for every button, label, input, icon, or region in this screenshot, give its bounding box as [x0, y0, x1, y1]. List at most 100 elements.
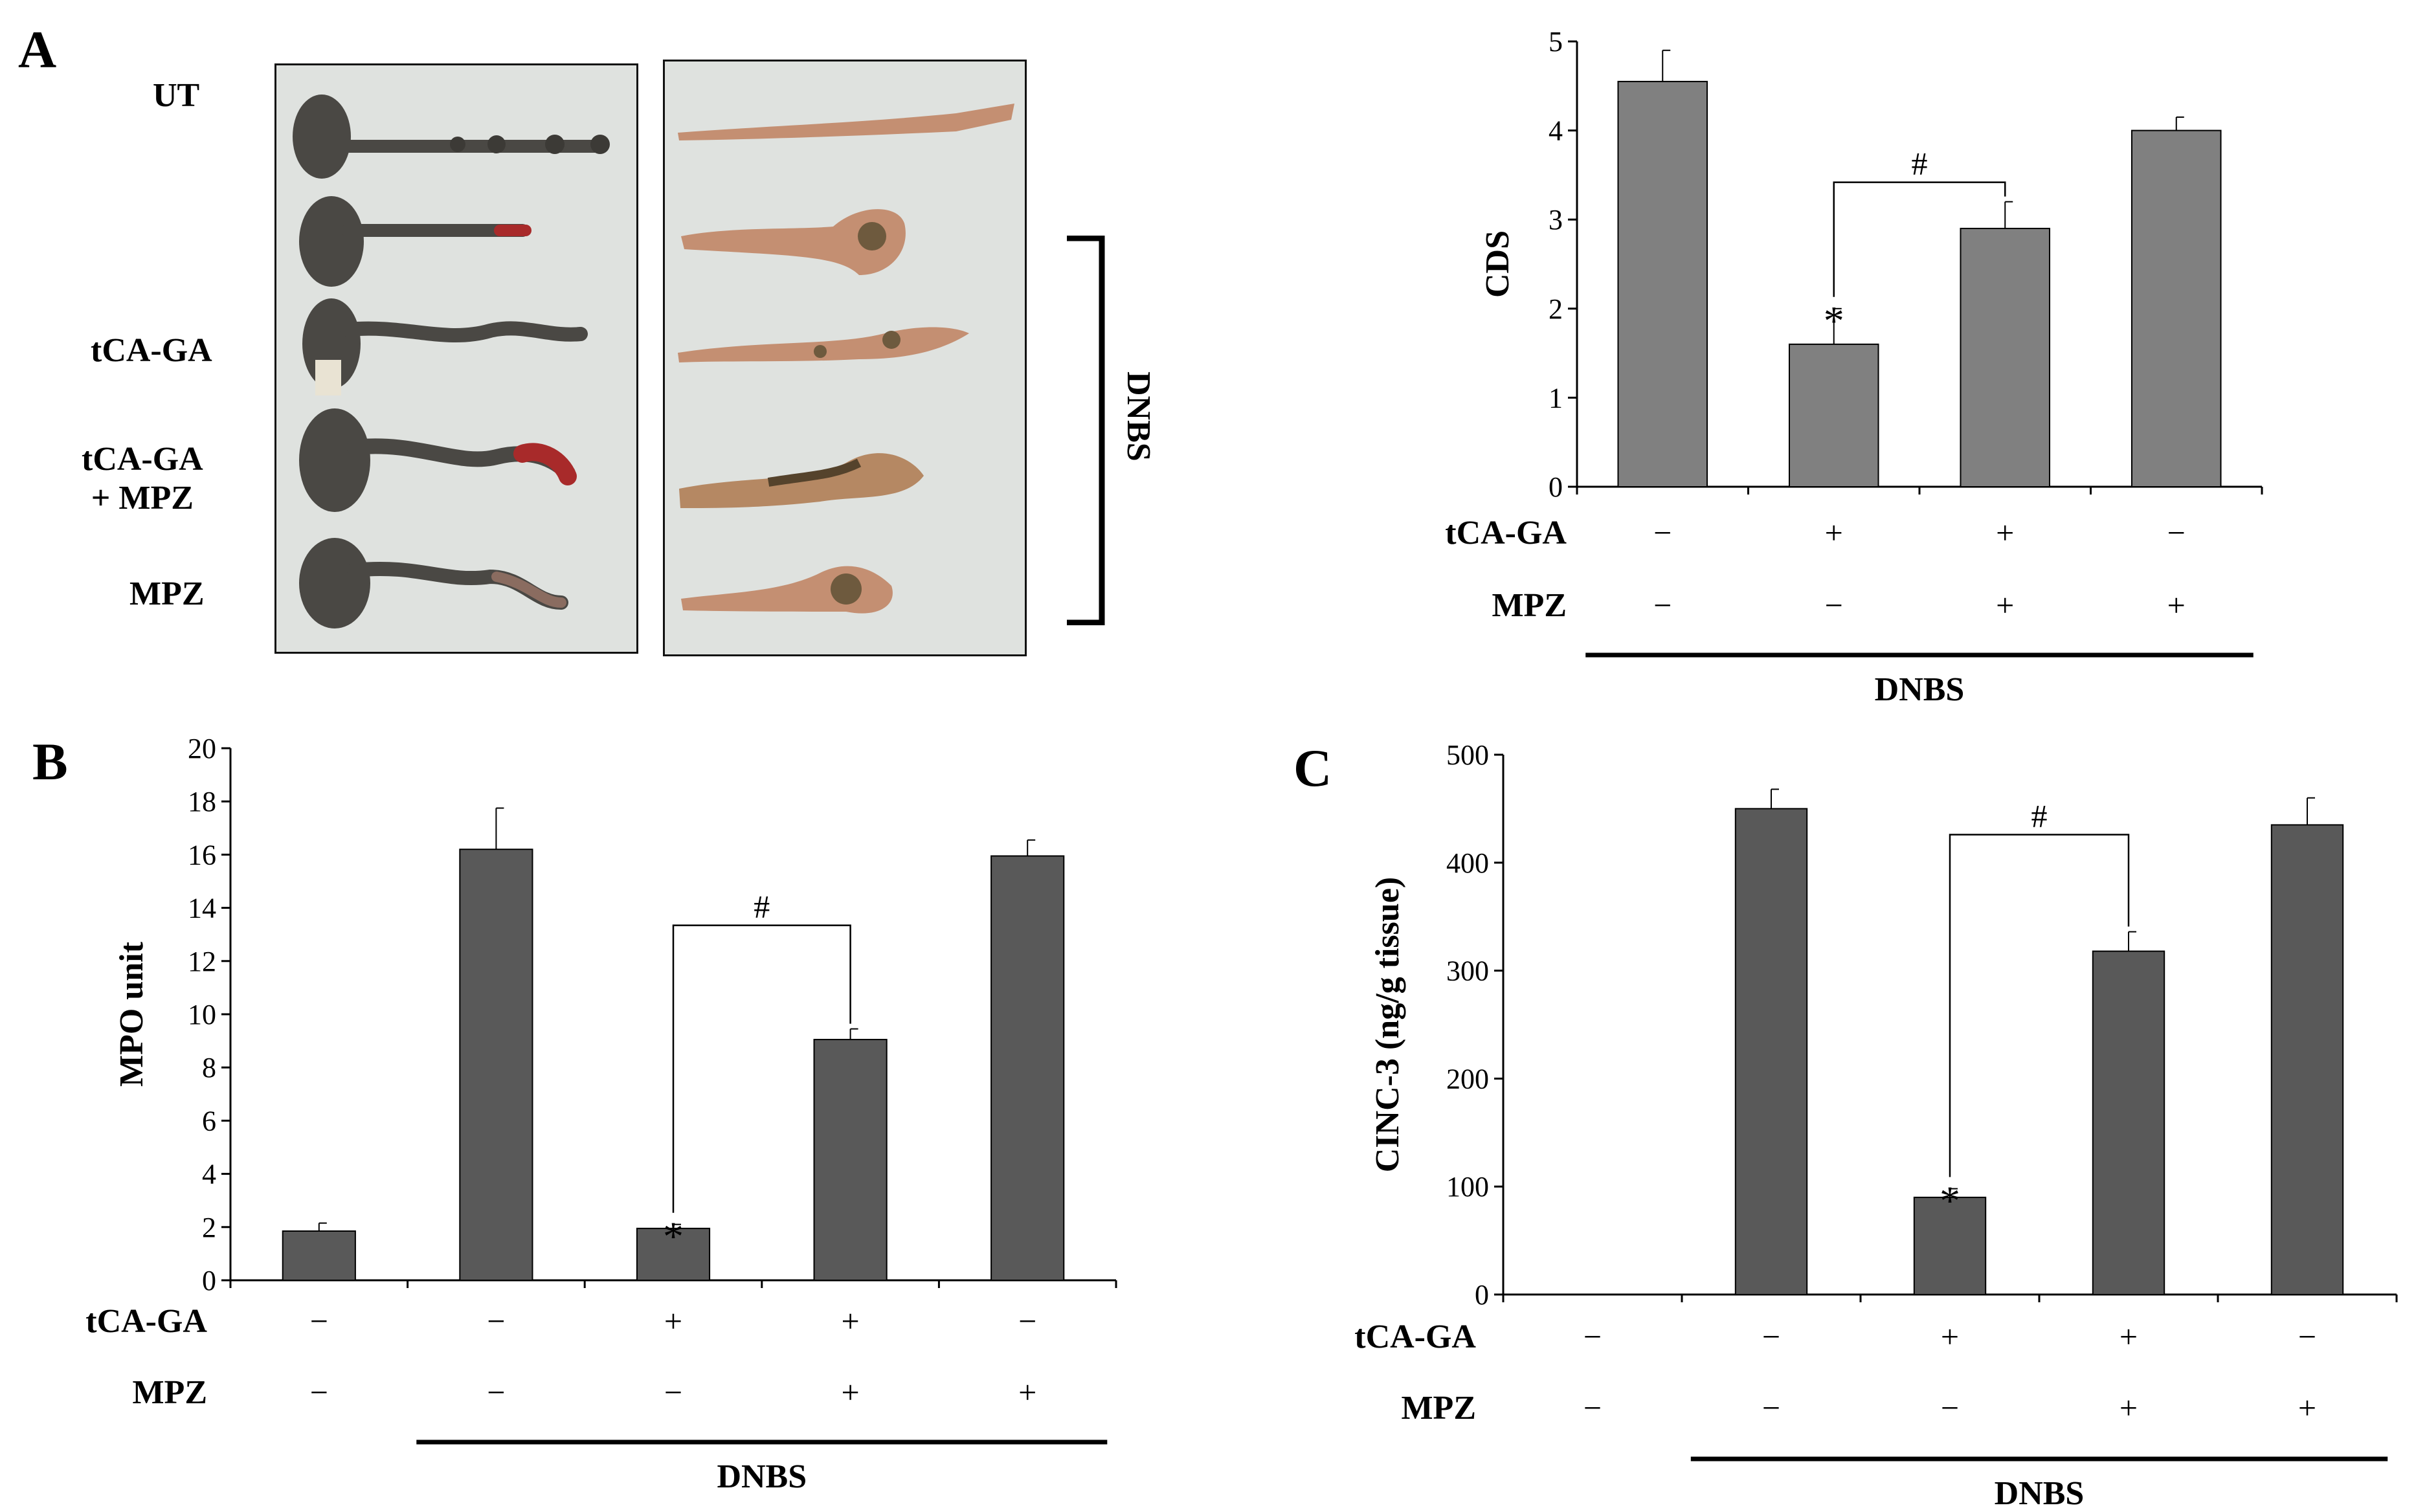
bar	[2270, 824, 2344, 1296]
condition-sign: +	[841, 1374, 859, 1410]
y-tick-label: 1	[1549, 382, 1563, 414]
y-tick-label: 20	[188, 733, 216, 764]
chart-b-mpo: 0 2 4 6 8 10 12 14 16 18 20 MPO unit # * tCA-GA − − + + − MP…	[85, 733, 1117, 1495]
condition-sign: −	[1762, 1318, 1780, 1355]
y-tick-label: 100	[1446, 1171, 1489, 1203]
hash-marker: #	[2031, 798, 2048, 834]
y-axis-title: MPO unit	[113, 941, 150, 1087]
y-tick-label: 3	[1549, 204, 1563, 236]
colon-photo-right-drawing	[678, 104, 1014, 614]
condition-label: tCA-GA	[85, 1303, 207, 1340]
condition-sign: −	[487, 1303, 505, 1339]
condition-sign: −	[1653, 515, 1672, 551]
significance-bracket	[672, 924, 851, 1213]
y-tick-label: 18	[188, 786, 216, 817]
y-tick-label: 4	[202, 1159, 216, 1190]
star-marker: *	[663, 1214, 684, 1260]
bar	[282, 1230, 356, 1282]
y-tick-label: 2	[202, 1212, 216, 1243]
significance-bracket	[1833, 181, 2006, 297]
condition-label: MPZ	[132, 1374, 207, 1411]
bar	[990, 855, 1065, 1281]
hash-marker: #	[1912, 146, 1928, 182]
y-tick-label: 5	[1549, 26, 1563, 58]
chart-a-cds: 0 1 2 3 4 5 CDS # * tCA-GA − + + − MPZ − − + + DNBS	[1445, 26, 2263, 708]
condition-sign: −	[1762, 1390, 1780, 1426]
y-tick-label: 6	[202, 1105, 216, 1137]
bar	[2092, 950, 2165, 1295]
significance-bracket	[1949, 834, 2130, 1177]
hash-marker: #	[754, 889, 770, 925]
condition-sign: +	[2298, 1390, 2316, 1426]
y-tick-label: 0	[1475, 1279, 1489, 1311]
condition-sign: −	[1018, 1303, 1036, 1339]
y-tick-label: 10	[188, 999, 216, 1030]
condition-sign: −	[1583, 1318, 1602, 1355]
condition-sign: +	[2120, 1318, 2138, 1355]
condition-sign: −	[2298, 1318, 2316, 1355]
y-tick-label: 12	[188, 946, 216, 977]
condition-sign: +	[664, 1303, 682, 1339]
bar	[459, 849, 533, 1281]
colon-photo-left	[274, 63, 638, 654]
dnbs-bracket: DNBS	[1067, 236, 1157, 625]
bar	[813, 1039, 888, 1281]
y-tick-label: 2	[1549, 293, 1563, 325]
y-tick-label: 400	[1446, 847, 1489, 879]
dnbs-bracket-line	[1067, 236, 1105, 625]
y-tick-label: 4	[1549, 115, 1563, 147]
dnbs-group-label: DNBS	[717, 1458, 807, 1495]
bar	[1788, 343, 1879, 488]
y-axis-title: CINC-3 (ng/g tissue)	[1369, 877, 1406, 1172]
dnbs-group-label: DNBS	[1875, 671, 1965, 708]
condition-sign: −	[1583, 1390, 1602, 1426]
panel-c-letter: C	[1293, 739, 1332, 797]
panel-a-letter: A	[18, 20, 57, 79]
y-tick-label: 500	[1446, 739, 1489, 771]
bar	[1617, 80, 1708, 488]
condition-sign: +	[2120, 1390, 2138, 1426]
y-tick-label: 300	[1446, 955, 1489, 987]
bar	[2131, 129, 2222, 488]
condition-sign: −	[1941, 1390, 1959, 1426]
condition-label: tCA-GA	[1354, 1318, 1476, 1355]
condition-label: MPZ	[1401, 1390, 1476, 1427]
colon-photo-right	[663, 60, 1027, 656]
condition-sign: +	[1825, 515, 1843, 551]
y-tick-label: 8	[202, 1052, 216, 1084]
condition-sign: −	[1825, 587, 1843, 623]
y-axis-title: CDS	[1479, 230, 1516, 298]
panel-b-letter: B	[32, 732, 68, 791]
condition-sign: +	[841, 1303, 859, 1339]
y-tick-label: 200	[1446, 1063, 1489, 1095]
bar	[636, 1227, 711, 1281]
condition-sign: −	[1653, 587, 1672, 623]
condition-sign: +	[2167, 587, 2186, 623]
bar	[1734, 808, 1808, 1295]
y-tick-label: 14	[188, 893, 216, 924]
colon-photo-left-drawing	[293, 94, 610, 628]
bar	[1960, 227, 2051, 487]
row-label-tca-ga: tCA-GA	[91, 332, 212, 369]
row-label-mpz: MPZ	[129, 575, 205, 612]
condition-sign: +	[1018, 1374, 1036, 1410]
condition-sign: −	[664, 1374, 682, 1410]
star-marker: *	[1824, 298, 1844, 344]
row-label-tca-ga-mpz: tCA-GA + MPZ	[82, 441, 203, 517]
y-tick-label: 0	[1549, 471, 1563, 503]
y-tick-label: 0	[202, 1265, 216, 1296]
condition-sign: +	[1996, 587, 2014, 623]
row-label-ut: UT	[153, 77, 200, 114]
condition-label: tCA-GA	[1445, 515, 1567, 551]
condition-sign: +	[1996, 515, 2014, 551]
condition-sign: −	[310, 1374, 328, 1410]
dnbs-group-label: DNBS	[1995, 1475, 2085, 1512]
y-tick-label: 16	[188, 839, 216, 871]
bar	[1913, 1196, 1987, 1295]
star-marker: *	[1940, 1178, 1960, 1224]
condition-sign: +	[1941, 1318, 1959, 1355]
dnbs-bracket-label: DNBS	[1120, 372, 1157, 461]
chart-c-cinc3: 0 100 200 300 400 500 CINC-3 (ng/g tissue) # * tC…	[1354, 739, 2398, 1512]
condition-sign: −	[487, 1374, 505, 1410]
condition-sign: −	[2167, 515, 2186, 551]
